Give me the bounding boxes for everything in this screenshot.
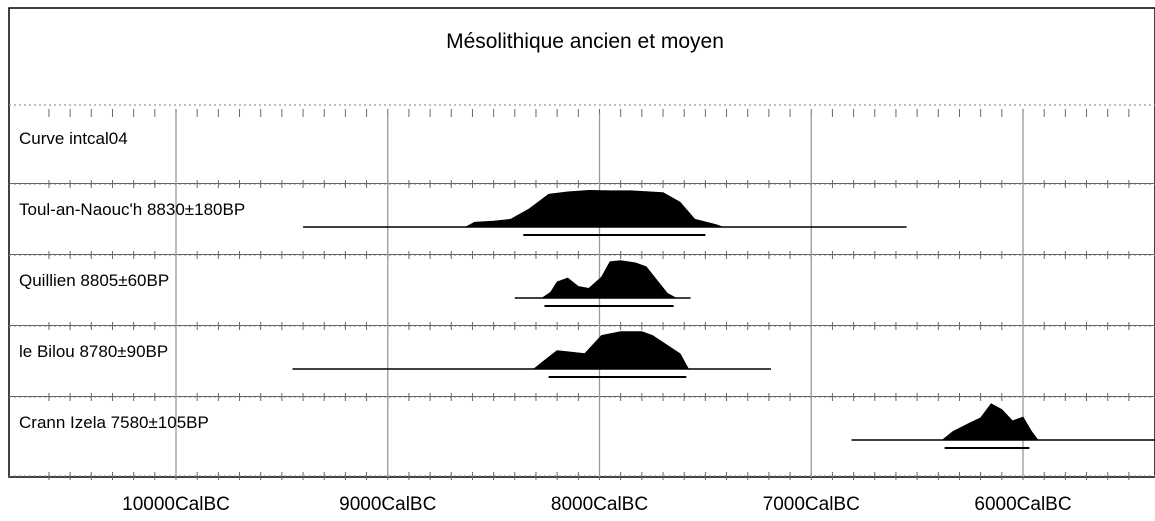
x-axis: 10000CalBC 9000CalBC 8000CalBC 7000CalBC 600… [122, 494, 1071, 515]
row-label: Crann Izela 7580±105BP [19, 413, 209, 432]
tick-label: 10000CalBC [122, 494, 230, 515]
row: Toul-an-Naouc'h 8830±180BP [19, 189, 907, 236]
row-label: Quillien 8805±60BP [19, 271, 169, 290]
plot-frame [8, 7, 1155, 478]
tick-label: 7000CalBC [763, 494, 860, 515]
tick-label: 9000CalBC [339, 494, 436, 515]
row: Crann Izela 7580±105BP [19, 403, 1155, 449]
row-label: Curve intcal04 [19, 129, 128, 148]
probability-distribution [532, 331, 690, 370]
chart-title: Mésolithique ancien et moyen [446, 30, 724, 53]
grid [9, 104, 1155, 480]
probability-distribution [941, 403, 1039, 441]
row-label: le Bilou 8780±90BP [19, 342, 168, 361]
row: Quillien 8805±60BP [19, 260, 691, 307]
probability-distribution [540, 260, 676, 299]
rows: Curve intcal04 Toul-an-Naouc'h 8830±180BP… [19, 129, 1155, 449]
tick-label: 8000CalBC [551, 494, 648, 515]
row-label: Toul-an-Naouc'h 8830±180BP [19, 200, 245, 219]
tick-label: 6000CalBC [974, 494, 1071, 515]
probability-distribution [465, 189, 723, 228]
row: le Bilou 8780±90BP [19, 331, 772, 378]
row: Curve intcal04 [19, 129, 128, 148]
